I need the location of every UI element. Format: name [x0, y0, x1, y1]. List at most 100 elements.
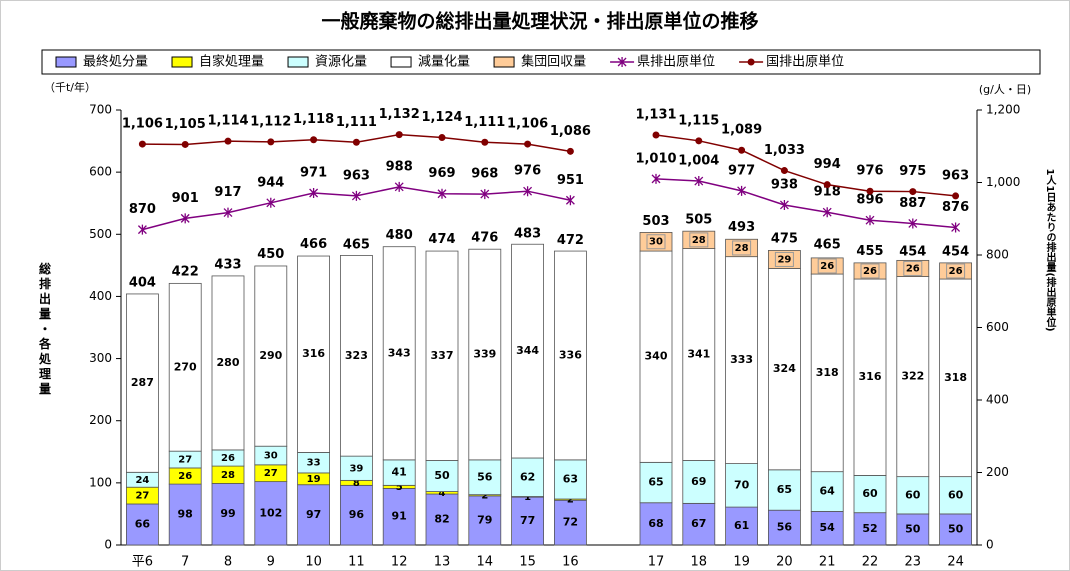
marker [909, 188, 917, 196]
legend-label: 国排出原単位 [766, 54, 844, 70]
legend-label: 県排出原単位 [637, 54, 715, 70]
bar-segment [254, 265, 288, 447]
value-label: 887 [899, 196, 926, 211]
value-label: 1,004 [678, 154, 719, 169]
segment-label: 290 [259, 349, 282, 362]
segment-label: 322 [901, 370, 924, 383]
value-label: 969 [428, 166, 455, 181]
bar-segment [297, 484, 331, 546]
segment-label: 70 [734, 478, 750, 491]
x-tick-label: 20 [776, 555, 793, 570]
segment-label: 56 [777, 521, 793, 534]
marker [138, 140, 146, 148]
y-tick-label: 200 [89, 413, 112, 427]
bar-segment [126, 293, 159, 473]
value-label: 1,124 [421, 110, 462, 125]
y2-unit: (g/人・日) [979, 83, 1031, 96]
bar-segment [468, 248, 502, 461]
y-unit: （千t/年） [44, 80, 96, 94]
bar-segment [511, 243, 545, 459]
segment-label: 26 [863, 266, 877, 277]
segment-label: 344 [516, 344, 539, 357]
legend-swatch [171, 56, 193, 68]
segment-label: 54 [820, 521, 836, 534]
marker [780, 167, 788, 175]
label-box [817, 258, 837, 274]
y2-tick-label: 1,200 [986, 103, 1020, 117]
value-label: 1,131 [635, 108, 676, 123]
marker [180, 213, 190, 224]
segment-label: 97 [306, 508, 321, 521]
bar-segment [468, 459, 502, 496]
bar-segment [682, 460, 716, 504]
segment-label: 318 [816, 366, 839, 379]
segment-label: 337 [431, 349, 454, 362]
bar-segment [768, 509, 801, 546]
segment-label: 4 [439, 488, 446, 499]
value-label: 971 [300, 166, 327, 181]
total-label: 422 [172, 264, 199, 279]
segment-label: 2 [567, 495, 574, 506]
value-label: 976 [514, 164, 541, 179]
segment-label: 28 [735, 243, 749, 254]
legend-label: 集団回収量 [521, 54, 586, 70]
bar-segment [425, 460, 459, 492]
segment-label: 79 [477, 513, 492, 526]
x-tick-label: 24 [947, 555, 964, 570]
x-tick-label: 17 [648, 555, 665, 570]
value-label: 870 [129, 202, 156, 217]
marker [651, 173, 661, 184]
total-label: 493 [728, 220, 755, 235]
x-tick-label: 14 [477, 555, 494, 570]
segment-label: 50 [905, 522, 921, 535]
segment-label: 26 [906, 263, 920, 274]
value-label: 938 [771, 177, 798, 192]
value-label: 901 [172, 191, 199, 206]
marker [310, 136, 318, 144]
value-label: 1,033 [764, 143, 805, 158]
segment-label: 66 [135, 517, 151, 530]
label-box [732, 240, 752, 256]
value-label: 994 [814, 157, 841, 172]
segment-label: 63 [563, 472, 578, 485]
segment-label: 280 [217, 356, 240, 369]
segment-label: 82 [434, 513, 449, 526]
marker [266, 197, 276, 208]
segment-label: 30 [264, 451, 278, 462]
bar-segment [682, 502, 716, 546]
segment-label: 2 [481, 490, 488, 501]
segment-label: 41 [392, 466, 407, 479]
marker [352, 138, 360, 146]
segment-label: 287 [131, 376, 154, 389]
total-label: 465 [814, 238, 841, 253]
segment-label: 26 [949, 266, 963, 277]
marker [351, 190, 361, 201]
bar-segment [939, 476, 972, 515]
marker [951, 222, 961, 233]
marker [181, 140, 189, 148]
label-box [860, 263, 880, 279]
segment-label: 26 [178, 471, 192, 482]
segment-label: 316 [302, 347, 325, 360]
value-label: 1,111 [464, 115, 505, 130]
segment-label: 323 [345, 349, 368, 362]
legend-label: 自家処理量 [199, 54, 264, 70]
bar-segment [639, 250, 673, 463]
value-label: 1,111 [336, 115, 377, 130]
x-tick-label: 11 [348, 555, 365, 570]
bar-segment [810, 273, 844, 473]
segment-label: 50 [948, 522, 964, 535]
marker [823, 181, 831, 189]
bar-segment [725, 506, 758, 546]
segment-label: 99 [220, 507, 235, 520]
marker [395, 131, 403, 139]
segment-label: 68 [648, 517, 663, 530]
segment-label: 29 [777, 254, 791, 265]
segment-label: 8 [353, 478, 360, 489]
segment-label: 26 [221, 453, 235, 464]
value-label: 988 [386, 159, 413, 174]
total-label: 505 [685, 213, 712, 228]
legend-swatch [287, 56, 309, 68]
bar-segment [382, 459, 416, 486]
